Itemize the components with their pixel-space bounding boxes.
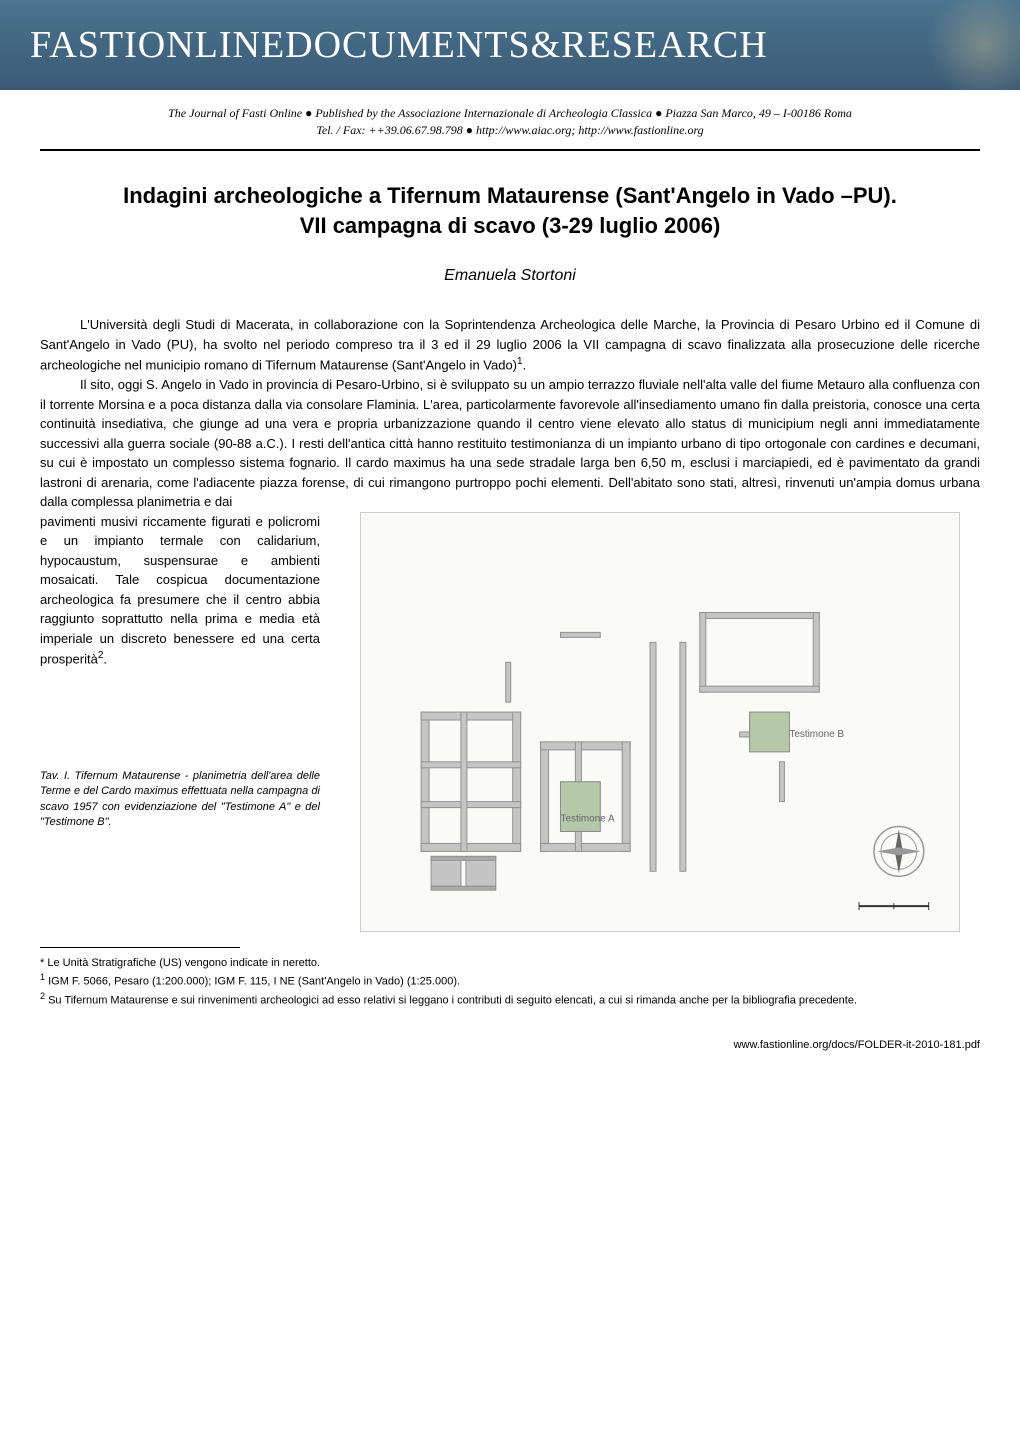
paragraph-1-text: L'Università degli Studi di Macerata, in… xyxy=(40,317,980,372)
banner-title: FASTIONLINEDOCUMENTS&RESEARCH xyxy=(30,23,768,67)
paragraph-1-end: . xyxy=(523,358,527,373)
footnote-1-num: 1 xyxy=(40,972,45,982)
label-testimone-a: Testimone A xyxy=(560,813,615,824)
body-text: L'Università degli Studi di Macerata, in… xyxy=(0,315,1020,511)
author-name: Emanuela Stortoni xyxy=(0,267,1020,315)
two-column-section: pavimenti musivi riccamente figurati e p… xyxy=(0,512,1020,932)
footnotes-divider xyxy=(40,947,240,948)
compass-icon xyxy=(874,826,924,876)
footnote-1-text: IGM F. 5066, Pesaro (1:200.000); IGM F. … xyxy=(48,976,460,988)
figure-caption: Tav. I. Tifernum Mataurense - planimetri… xyxy=(40,769,320,831)
article-title: Indagini archeologiche a Tifernum Mataur… xyxy=(0,181,1020,212)
journal-info-line1: The Journal of Fasti Online ● Published … xyxy=(40,105,980,122)
paragraph-2: Il sito, oggi S. Angelo in Vado in provi… xyxy=(40,375,980,512)
footnote-2: 2 Su Tifernum Mataurense e sui rinvenime… xyxy=(40,990,980,1009)
paragraph-1: L'Università degli Studi di Macerata, in… xyxy=(40,315,980,375)
footnote-1: 1 IGM F. 5066, Pesaro (1:200.000); IGM F… xyxy=(40,971,980,990)
right-column: Testimone A Testimone B xyxy=(340,512,980,932)
architectural-plan: Testimone A Testimone B xyxy=(360,512,960,932)
journal-info-line2: Tel. / Fax: ++39.06.67.98.798 ● http://w… xyxy=(40,122,980,139)
label-testimone-b: Testimone B xyxy=(789,728,844,739)
page-url: www.fastionline.org/docs/FOLDER-it-2010-… xyxy=(0,1029,1020,1071)
left-column: pavimenti musivi riccamente figurati e p… xyxy=(40,512,320,932)
journal-info: The Journal of Fasti Online ● Published … xyxy=(0,90,1020,149)
article-subtitle: VII campagna di scavo (3-29 luglio 2006) xyxy=(0,211,1020,267)
paragraph-3-text: pavimenti musivi riccamente figurati e p… xyxy=(40,514,320,667)
footnote-2-text: Su Tifernum Mataurense e sui rinveniment… xyxy=(48,995,857,1007)
paragraph-3-end: . xyxy=(103,651,107,666)
footnote-2-num: 2 xyxy=(40,991,45,1001)
footnotes: * Le Unità Stratigrafiche (US) vengono i… xyxy=(0,956,1020,1029)
header-divider xyxy=(40,149,980,151)
footnote-star: * Le Unità Stratigrafiche (US) vengono i… xyxy=(40,956,980,971)
journal-banner: FASTIONLINEDOCUMENTS&RESEARCH xyxy=(0,0,1020,90)
